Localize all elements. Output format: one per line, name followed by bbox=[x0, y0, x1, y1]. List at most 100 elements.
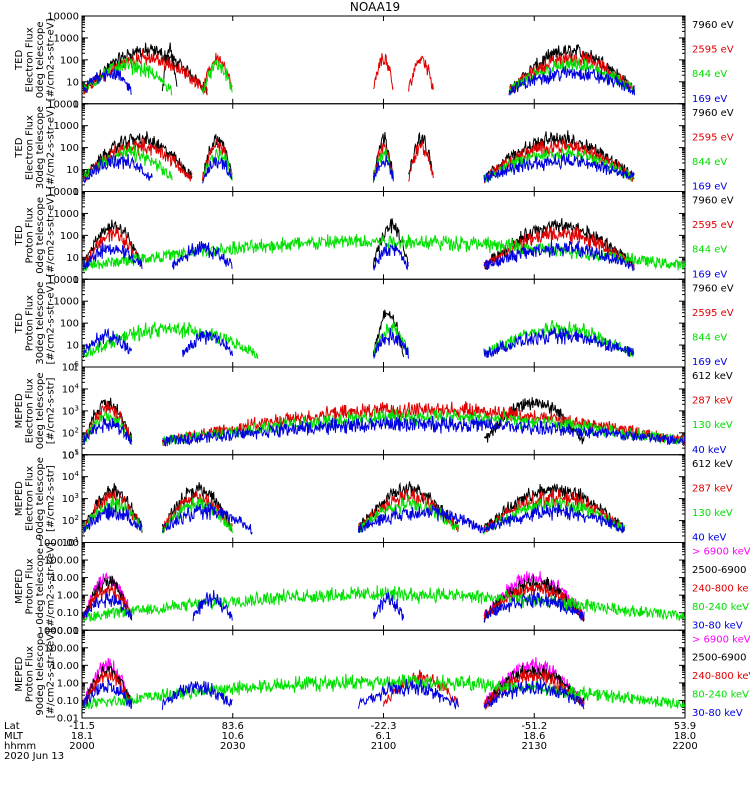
series-trace bbox=[202, 52, 233, 90]
y-tick-label: 100.00 bbox=[44, 556, 79, 567]
series-trace bbox=[508, 56, 635, 95]
series-trace bbox=[83, 68, 132, 95]
y-tick-label: 1 bbox=[73, 99, 79, 110]
y-tick-label: 1000.00 bbox=[38, 538, 79, 549]
legend-entry: 7960 eV bbox=[692, 108, 734, 119]
x-tick-label: -51.2 bbox=[521, 721, 547, 732]
series-trace bbox=[483, 326, 635, 358]
legend-entry: 844 eV bbox=[692, 69, 727, 80]
series-trace bbox=[83, 131, 193, 180]
series-trace bbox=[483, 226, 635, 269]
series-trace bbox=[383, 669, 459, 707]
y-tick-label: 100 bbox=[60, 55, 79, 66]
series-trace bbox=[372, 321, 409, 357]
legend-entry: 844 eV bbox=[692, 245, 727, 256]
legend-entry: 2595 eV bbox=[692, 220, 734, 231]
y-tick-label: 100 bbox=[60, 231, 79, 242]
legend-entry: 80-240 keV bbox=[692, 690, 749, 701]
y-tick-label: 0.10 bbox=[57, 608, 79, 619]
legend-entry: 2500-6900 bbox=[692, 653, 747, 664]
x-tick-label: 18.6 bbox=[523, 731, 545, 742]
y-tick-label: 10 bbox=[66, 253, 79, 264]
series-trace bbox=[202, 156, 233, 184]
series-trace bbox=[408, 55, 434, 92]
legend-entry: 2500-6900 bbox=[692, 565, 747, 576]
y-tick-label: 104 bbox=[62, 382, 80, 395]
y-tick-label: 1000 bbox=[54, 33, 79, 44]
y-tick-label: 102 bbox=[62, 426, 79, 439]
series-trace bbox=[483, 240, 635, 272]
series-trace bbox=[162, 415, 686, 447]
series-trace bbox=[372, 592, 405, 621]
legend-entry: 169 eV bbox=[692, 94, 727, 105]
x-tick-label: 53.9 bbox=[674, 721, 696, 732]
series-trace bbox=[83, 415, 133, 445]
legend-entry: 844 eV bbox=[692, 157, 727, 168]
x-tick-label: 83.6 bbox=[222, 721, 244, 732]
series-trace bbox=[483, 152, 635, 184]
legend-entry: 40 keV bbox=[692, 445, 726, 456]
series-trace bbox=[483, 503, 625, 534]
legend-entry: 169 eV bbox=[692, 357, 727, 368]
legend-entry: 287 keV bbox=[692, 483, 733, 494]
x-tick-label: 2130 bbox=[522, 741, 547, 752]
y-tick-label: 100 bbox=[60, 143, 79, 154]
series-trace bbox=[372, 327, 409, 360]
legend-entry: 130 keV bbox=[692, 508, 733, 519]
series-trace bbox=[357, 481, 459, 532]
series-trace bbox=[161, 680, 233, 710]
y-tick-label: 1000.00 bbox=[38, 626, 79, 637]
x-tick-label: 10.6 bbox=[222, 731, 244, 742]
x-tick-label: 6.1 bbox=[376, 731, 392, 742]
series-trace bbox=[83, 679, 133, 710]
x-row-label: Lat bbox=[4, 721, 20, 732]
y-tick-label: 1 bbox=[73, 187, 79, 198]
series-trace bbox=[483, 679, 585, 710]
y-tick-label: 1000 bbox=[54, 121, 79, 132]
series-trace bbox=[83, 42, 208, 94]
series-trace bbox=[508, 65, 635, 96]
y-tick-label: 100 bbox=[60, 319, 79, 330]
legend-entry: 240-800 keV bbox=[692, 671, 750, 682]
y-tick-label: 103 bbox=[62, 492, 79, 505]
chart-title: NOAA19 bbox=[349, 0, 401, 14]
x-row-label: MLT bbox=[4, 731, 24, 742]
series-trace bbox=[408, 140, 434, 182]
y-axis-label: MEPEDProton Flux90deg telescope[#/cm2-s-… bbox=[14, 630, 57, 718]
series-trace bbox=[408, 131, 434, 176]
y-tick-label: 0.01 bbox=[57, 714, 79, 725]
legend-entry: 844 eV bbox=[692, 332, 727, 343]
legend-entry: 7960 eV bbox=[692, 283, 734, 294]
legend-entry: 2595 eV bbox=[692, 45, 734, 56]
x-tick-label: 2200 bbox=[672, 741, 697, 752]
series-trace bbox=[483, 489, 625, 533]
series-trace bbox=[83, 590, 133, 620]
series-trace bbox=[83, 495, 143, 535]
y-tick-label: 1 bbox=[73, 275, 79, 286]
series-trace bbox=[373, 53, 394, 91]
x-tick-label: 18.1 bbox=[71, 731, 93, 742]
series-trace bbox=[192, 589, 233, 622]
series-trace bbox=[202, 59, 233, 95]
legend-entry: 30-80 keV bbox=[692, 708, 743, 719]
y-tick-label: 10000 bbox=[47, 275, 79, 286]
legend-entry: 7960 eV bbox=[692, 20, 734, 31]
series-trace bbox=[83, 219, 143, 271]
y-tick-label: 100.00 bbox=[44, 643, 79, 654]
y-tick-label: 10 bbox=[66, 165, 79, 176]
series-trace bbox=[83, 321, 259, 360]
y-tick-label: 104 bbox=[62, 470, 80, 483]
panel-frame bbox=[81, 542, 686, 631]
legend-entry: 2595 eV bbox=[692, 308, 734, 319]
series-trace bbox=[372, 154, 394, 182]
legend-entry: 612 keV bbox=[692, 459, 733, 470]
series-trace bbox=[83, 242, 143, 270]
y-tick-label: 10000 bbox=[47, 99, 79, 110]
y-tick-label: 10000 bbox=[47, 187, 79, 198]
y-axis-label: TEDElectron Flux0deg telescope[#/cm2-s-s… bbox=[14, 18, 57, 101]
series-trace bbox=[83, 400, 133, 443]
series-trace bbox=[372, 242, 409, 271]
series-trace bbox=[483, 319, 635, 358]
y-tick-label: 1000 bbox=[54, 209, 79, 220]
